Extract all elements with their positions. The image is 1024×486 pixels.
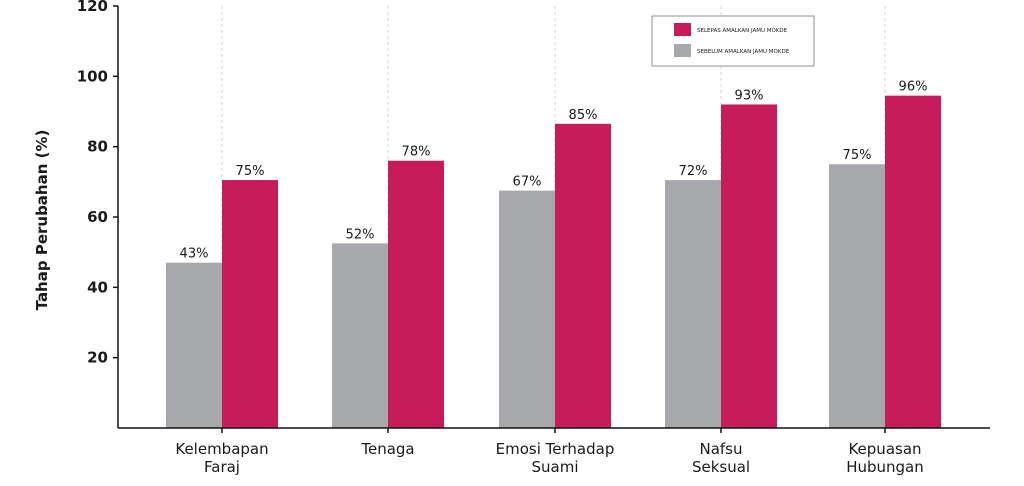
y-axis-title: Tahap Perubahan (%) — [33, 130, 51, 311]
bar-after-4 — [721, 104, 777, 429]
x-category-label-line: Kelembapan — [175, 440, 268, 458]
data-label-before-3: 67% — [513, 175, 542, 190]
bar-before-1 — [166, 262, 222, 428]
data-label-after-1: 75% — [236, 164, 265, 179]
y-tick-label-40: 40 — [87, 278, 108, 296]
x-category-label-line: Seksual — [692, 458, 750, 476]
legend-swatch-1 — [674, 23, 691, 36]
y-tick-label-20: 20 — [87, 349, 108, 367]
data-label-after-4: 93% — [735, 88, 764, 103]
data-label-before-4: 72% — [679, 164, 708, 179]
y-tick-label-100: 100 — [77, 67, 108, 85]
x-category-label-3: Emosi Terhadap Suami — [496, 440, 615, 476]
bars-layer — [166, 95, 941, 429]
bar-before-3 — [499, 190, 555, 428]
data-label-before-1: 43% — [180, 247, 209, 262]
bar-after-3 — [555, 123, 611, 428]
data-label-before-2: 52% — [346, 227, 375, 242]
data-label-after-3: 85% — [569, 108, 598, 123]
y-tick-label-60: 60 — [87, 208, 108, 226]
legend: SELEPAS AMALKAN JAMU MOKDE SEBELUM AMALKA… — [651, 15, 815, 67]
bar-after-5 — [885, 95, 941, 429]
x-category-label-line: Suami — [532, 458, 579, 476]
legend-label-1: SELEPAS AMALKAN JAMU MOKDE — [697, 28, 788, 34]
bar-after-1 — [222, 180, 278, 428]
legend-label-2: SEBELUM AMALKAN JAMU MOKDE — [697, 49, 790, 55]
y-tick-label-120: 120 — [77, 0, 108, 15]
bar-before-5 — [829, 164, 885, 428]
x-category-label-line: Faraj — [204, 458, 240, 476]
y-tick-label-80: 80 — [87, 138, 108, 156]
x-category-label-line: Kepuasan — [848, 440, 921, 458]
x-category-label-4: Nafsu Seksual — [692, 440, 750, 476]
x-category-label-line: Tenaga — [360, 440, 414, 458]
x-category-label-1: Kelembapan Faraj — [175, 440, 268, 476]
labels-layer: 43% 75% 52% 78% 67% 85% 72% 93% 75% 96% — [180, 80, 928, 262]
bar-before-4 — [665, 180, 721, 428]
x-category-label-2: Tenaga — [360, 440, 414, 458]
x-category-label-line: Emosi Terhadap — [496, 440, 615, 458]
bar-before-2 — [332, 243, 388, 428]
axes-layer: 20 40 60 80 100 120 Kelembapan Faraj Tenaga Emosi… — [77, 0, 990, 476]
legend-swatch-2 — [674, 44, 691, 57]
x-category-label-5: Kepuasan Hubungan — [846, 440, 924, 476]
data-label-before-5: 75% — [843, 148, 872, 163]
bar-after-2 — [388, 160, 444, 428]
data-label-after-2: 78% — [402, 145, 431, 160]
x-category-label-line: Hubungan — [846, 458, 924, 476]
x-category-label-line: Nafsu — [699, 440, 742, 458]
data-label-after-5: 96% — [899, 80, 928, 95]
